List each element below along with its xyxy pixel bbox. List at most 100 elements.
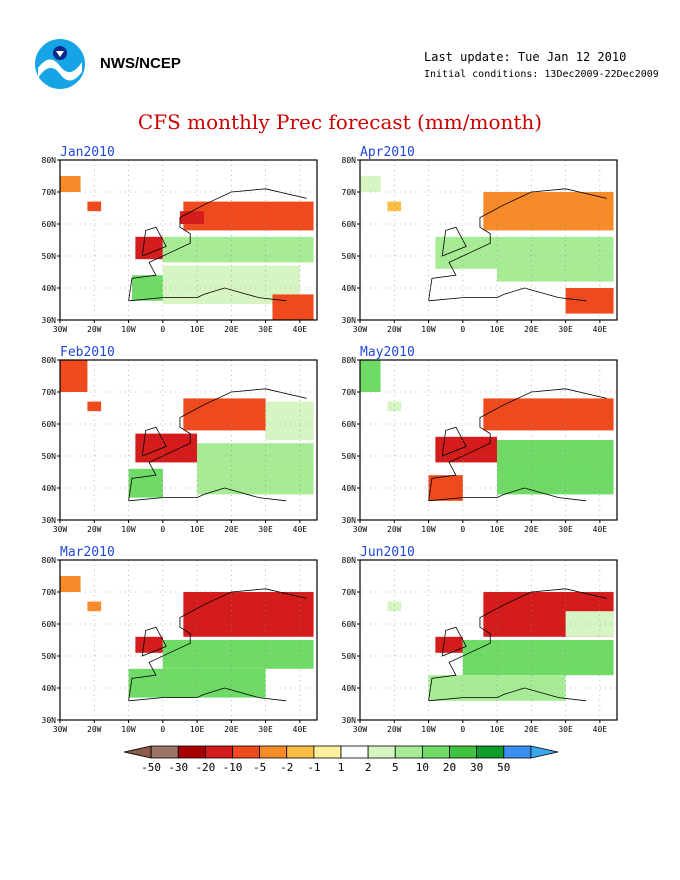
- coastline: [128, 188, 307, 302]
- y-tick-label: 30N: [42, 316, 57, 325]
- colorbar-label: 2: [365, 761, 372, 774]
- colorbar-swatch: [150, 745, 179, 759]
- x-tick-label: 30E: [558, 725, 573, 734]
- agency-name: NWS/NCEP: [100, 55, 181, 72]
- x-tick-label: 10W: [421, 525, 436, 534]
- y-tick-label: 80N: [342, 356, 357, 365]
- y-tick-label: 70N: [42, 188, 57, 197]
- x-tick-label: 30W: [353, 725, 368, 734]
- x-tick-label: 40E: [593, 325, 608, 334]
- precip-anomaly-cell: [60, 176, 81, 192]
- precip-anomaly-cell: [387, 401, 402, 412]
- x-tick-label: 30E: [258, 325, 273, 334]
- colorbar-swatch: [123, 745, 152, 759]
- panel-month-label: Jan2010: [60, 145, 115, 160]
- precip-anomaly-cell: [565, 611, 614, 637]
- plot-frame: [359, 359, 618, 521]
- x-tick-label: 30E: [558, 525, 573, 534]
- precip-anomaly-cell: [128, 468, 163, 498]
- colorbar-swatch: [394, 745, 423, 759]
- panel-month-label: May2010: [360, 345, 415, 360]
- x-tick-label: 40E: [293, 325, 308, 334]
- precip-anomaly-cell: [387, 601, 402, 612]
- x-tick-label: 10E: [190, 525, 205, 534]
- y-tick-label: 50N: [342, 652, 357, 661]
- x-tick-label: 10W: [421, 325, 436, 334]
- precip-anomaly-cell: [162, 640, 314, 669]
- y-tick-label: 30N: [342, 716, 357, 725]
- y-tick-label: 70N: [342, 188, 357, 197]
- precip-anomaly-cell: [183, 398, 266, 431]
- colorbar-swatch: [286, 745, 315, 759]
- x-tick-label: 30W: [53, 325, 68, 334]
- colorbar-swatch: [421, 745, 450, 759]
- precip-anomaly-cell: [497, 236, 614, 282]
- x-tick-label: 20W: [87, 325, 102, 334]
- panel-month-label: Jun2010: [360, 545, 415, 560]
- coastline: [428, 388, 607, 502]
- colorbar-label: 30: [470, 761, 483, 774]
- colorbar-swatch: [204, 745, 233, 759]
- y-tick-label: 80N: [42, 356, 57, 365]
- panel-jan2010: 30W 20W 10W 0 10E 20E 30E 40E 30N 40N 50N 60N 70N 80N…: [42, 145, 318, 334]
- colorbar-swatch: [476, 745, 505, 759]
- y-tick-label: 70N: [42, 388, 57, 397]
- x-tick-label: 20E: [224, 525, 239, 534]
- x-tick-label: 30W: [353, 325, 368, 334]
- precip-anomaly-cell: [360, 176, 381, 192]
- y-tick-label: 50N: [42, 652, 57, 661]
- x-tick-label: 40E: [593, 525, 608, 534]
- colorbar-label: 50: [497, 761, 510, 774]
- colorbar-label: -10: [223, 761, 243, 774]
- y-tick-label: 30N: [342, 316, 357, 325]
- precip-anomaly-cell: [135, 433, 198, 463]
- coastline: [428, 188, 607, 302]
- panel-jun2010: 30W 20W 10W 0 10E 20E 30E 40E 30N 40N 50N 60N 70N 80N…: [342, 545, 618, 734]
- y-tick-label: 50N: [42, 452, 57, 461]
- y-tick-label: 60N: [42, 420, 57, 429]
- colorbar-swatch: [177, 745, 206, 759]
- y-tick-label: 60N: [42, 620, 57, 629]
- precip-anomaly-cell: [483, 398, 614, 431]
- colorbar-label: 1: [338, 761, 345, 774]
- y-tick-label: 40N: [42, 684, 57, 693]
- precip-anomaly-cell: [131, 275, 163, 301]
- colorbar-swatch: [449, 745, 478, 759]
- x-tick-label: 10E: [490, 325, 505, 334]
- y-tick-label: 80N: [342, 556, 357, 565]
- chart-title: CFS monthly Prec forecast (mm/month): [137, 110, 543, 134]
- panel-apr2010: 30W 20W 10W 0 10E 20E 30E 40E 30N 40N 50N 60N 70N 80N…: [342, 145, 618, 334]
- plot-frame: [59, 159, 318, 321]
- colorbar-label: -30: [168, 761, 188, 774]
- precip-anomaly-cell: [60, 576, 81, 592]
- colorbar-swatch: [313, 745, 342, 759]
- y-tick-label: 70N: [42, 588, 57, 597]
- colorbar-label: -50: [141, 761, 161, 774]
- precip-anomaly-cell: [483, 192, 614, 231]
- x-tick-label: 20W: [87, 525, 102, 534]
- x-tick-label: 20W: [387, 725, 402, 734]
- y-tick-label: 80N: [42, 156, 57, 165]
- y-tick-label: 50N: [342, 252, 357, 261]
- colorbar-label: -1: [307, 761, 320, 774]
- y-tick-label: 50N: [42, 252, 57, 261]
- colorbar-swatch: [367, 745, 396, 759]
- x-tick-label: 30E: [258, 525, 273, 534]
- panel-month-label: Apr2010: [360, 145, 415, 160]
- last-update: Last update: Tue Jan 12 2010: [424, 50, 627, 64]
- colorbar-swatch: [530, 745, 559, 759]
- y-tick-label: 70N: [342, 588, 357, 597]
- y-tick-label: 80N: [342, 156, 357, 165]
- precip-anomaly-cell: [183, 201, 314, 231]
- colorbar-label: 5: [392, 761, 399, 774]
- x-tick-label: 20E: [224, 325, 239, 334]
- plot-frame: [59, 359, 318, 521]
- precip-anomaly-cell: [179, 211, 204, 224]
- y-tick-label: 40N: [42, 284, 57, 293]
- x-tick-label: 20W: [87, 725, 102, 734]
- precip-anomaly-cell: [162, 236, 314, 263]
- x-tick-label: 30E: [258, 725, 273, 734]
- colorbar-swatch: [232, 745, 261, 759]
- precip-anomaly-cell: [435, 236, 498, 269]
